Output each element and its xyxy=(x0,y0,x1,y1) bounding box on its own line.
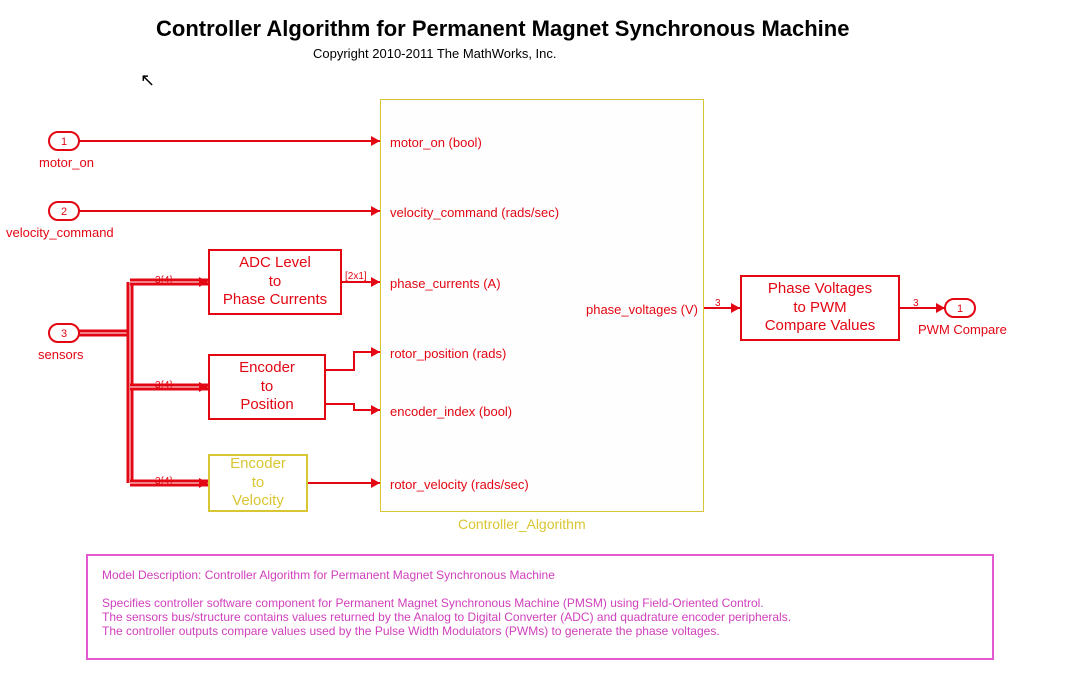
inport-velocity-command-label: velocity_command xyxy=(6,225,114,240)
encoder-to-velocity-block[interactable]: EncodertoVelocity xyxy=(208,454,308,512)
dim-label-adc-out: [2x1] xyxy=(345,271,367,282)
port-label-encoder-index: encoder_index (bool) xyxy=(390,404,512,419)
port-label-phase-currents: phase_currents (A) xyxy=(390,276,501,291)
port-label-rotor-position: rotor_position (rads) xyxy=(390,346,506,361)
inport-sensors-label: sensors xyxy=(38,347,84,362)
port-label-rotor-velocity: rotor_velocity (rads/sec) xyxy=(390,477,529,492)
svg-text:1: 1 xyxy=(957,303,963,315)
inport-motor-on-label: motor_on xyxy=(39,155,94,170)
dim-label-sensors-2: 3{4} xyxy=(155,380,173,391)
model-description-box: Model Description: Controller Algorithm … xyxy=(86,554,994,660)
dim-label-phase-voltages: 3 xyxy=(715,298,721,309)
phase-voltages-to-pwm-block[interactable]: Phase Voltagesto PWMCompare Values xyxy=(740,275,900,341)
svg-text:2: 2 xyxy=(61,206,67,218)
dim-label-pwm-out: 3 xyxy=(913,298,919,309)
dim-label-sensors-1: 3{4} xyxy=(155,275,173,286)
controller-algorithm-label: Controller_Algorithm xyxy=(458,516,586,532)
dim-label-sensors-3: 3{4} xyxy=(155,476,173,487)
svg-text:3: 3 xyxy=(61,328,67,340)
diagram-canvas: Controller Algorithm for Permanent Magne… xyxy=(0,0,1080,697)
port-label-velocity-command: velocity_command (rads/sec) xyxy=(390,205,559,220)
encoder-to-position-block[interactable]: EncodertoPosition xyxy=(208,354,326,420)
port-label-phase-voltages: phase_voltages (V) xyxy=(586,302,698,317)
adc-level-to-phase-currents-block[interactable]: ADC LeveltoPhase Currents xyxy=(208,249,342,315)
port-label-motor-on: motor_on (bool) xyxy=(390,135,482,150)
outport-pwm-compare-label: PWM Compare xyxy=(918,322,1007,337)
svg-text:1: 1 xyxy=(61,136,67,148)
